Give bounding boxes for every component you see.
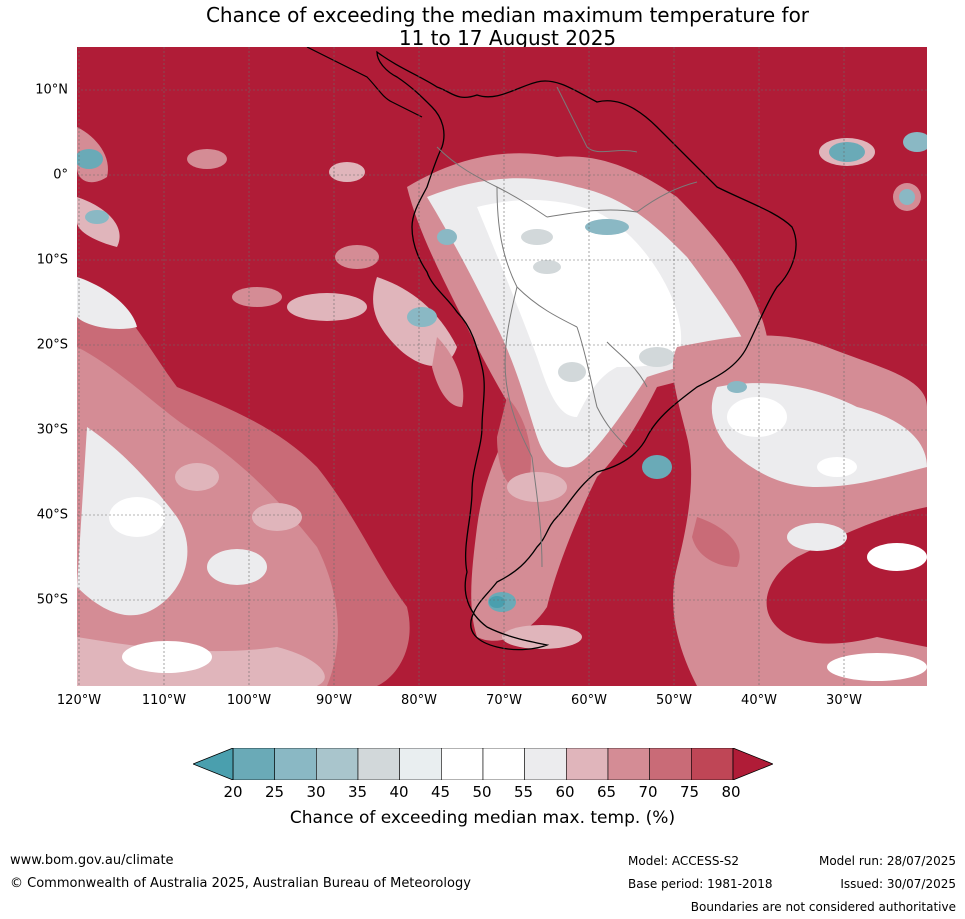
lat-label-30s: 30°S bbox=[36, 422, 68, 438]
base-period: Base period: 1981-2018 bbox=[628, 877, 773, 891]
lon-label-60w: 60°W bbox=[571, 693, 607, 708]
graticule bbox=[77, 47, 927, 686]
colorbar-high-arrow bbox=[732, 748, 773, 780]
north-pacific-anomalies bbox=[77, 127, 464, 407]
title-line-1: Chance of exceeding the median maximum t… bbox=[205, 3, 810, 27]
colorbar-cell bbox=[441, 748, 484, 780]
country-borders bbox=[436, 86, 698, 568]
central-america-coastline bbox=[306, 47, 423, 118]
map-canvas bbox=[77, 47, 927, 686]
colorbar-tick: 45 bbox=[430, 783, 451, 801]
lon-label-120w: 120°W bbox=[56, 693, 102, 708]
colorbar-tick: 35 bbox=[347, 783, 368, 801]
colorbar-tick: 20 bbox=[223, 783, 243, 801]
colorbar-cell bbox=[232, 748, 275, 780]
colorbar-cell bbox=[482, 748, 525, 780]
equatorial-atlantic-anomalies bbox=[819, 132, 927, 211]
south-atlantic-anomaly bbox=[642, 335, 927, 686]
colorbar-cell bbox=[357, 748, 400, 780]
colorbar-tick: 25 bbox=[264, 783, 285, 801]
lon-label-50w: 50°W bbox=[656, 693, 692, 708]
map-title: Chance of exceeding the median maximum t… bbox=[0, 4, 965, 50]
lon-label-100w: 100°W bbox=[226, 693, 272, 708]
copyright-text: © Commonwealth of Australia 2025, Austra… bbox=[10, 876, 471, 891]
colorbar-low-arrow bbox=[193, 748, 234, 780]
colorbar-cell bbox=[691, 748, 734, 780]
colorbar-cell bbox=[316, 748, 359, 780]
lat-label-20s: 20°S bbox=[36, 337, 68, 353]
colorbar-cell bbox=[607, 748, 650, 780]
colorbar-cell bbox=[399, 748, 442, 780]
colorbar-cell bbox=[274, 748, 317, 780]
lat-label-50s: 50°S bbox=[36, 592, 68, 608]
colorbar-tick: 70 bbox=[638, 783, 658, 801]
colorbar-tick: 30 bbox=[306, 783, 326, 801]
colorbar-cell bbox=[524, 748, 567, 780]
boundaries-disclaimer: Boundaries are not considered authoritat… bbox=[690, 900, 956, 914]
colorbar-tick: 75 bbox=[679, 783, 700, 801]
south-america-coastline bbox=[376, 50, 797, 651]
title-line-2: 11 to 17 August 2025 bbox=[398, 26, 617, 50]
colorbar-cell bbox=[566, 748, 609, 780]
southwest-pacific-anomaly bbox=[77, 277, 410, 686]
colorbar-tick: 55 bbox=[513, 783, 534, 801]
colorbar-tick: 50 bbox=[472, 783, 492, 801]
lon-label-40w: 40°W bbox=[741, 693, 777, 708]
model-name: Model: ACCESS-S2 bbox=[628, 854, 740, 868]
colorbar-tick: 65 bbox=[596, 783, 617, 801]
colorbar-cell bbox=[649, 748, 692, 780]
lon-label-90w: 90°W bbox=[316, 693, 352, 708]
lat-label-10s: 10°S bbox=[36, 252, 68, 268]
lat-label-0: 0° bbox=[53, 167, 68, 183]
lon-label-110w: 110°W bbox=[141, 693, 187, 708]
lon-label-80w: 80°W bbox=[401, 693, 437, 708]
south-america-anomaly bbox=[407, 153, 767, 649]
lon-label-30w: 30°W bbox=[826, 693, 862, 708]
website-link[interactable]: www.bom.gov.au/climate bbox=[10, 853, 174, 868]
colorbar-tick: 60 bbox=[555, 783, 575, 801]
lat-label-10n: 10°N bbox=[35, 82, 68, 98]
lon-label-70w: 70°W bbox=[486, 693, 522, 708]
issued-date: Issued: 30/07/2025 bbox=[840, 877, 956, 891]
forecast-map bbox=[77, 47, 927, 686]
colorbar bbox=[193, 748, 773, 780]
colorbar-tick: 40 bbox=[389, 783, 409, 801]
lat-label-40s: 40°S bbox=[36, 507, 68, 523]
model-run-date: Model run: 28/07/2025 bbox=[818, 854, 956, 868]
colorbar-label: Chance of exceeding median max. temp. (%… bbox=[289, 808, 676, 828]
colorbar-tick: 80 bbox=[721, 783, 741, 801]
